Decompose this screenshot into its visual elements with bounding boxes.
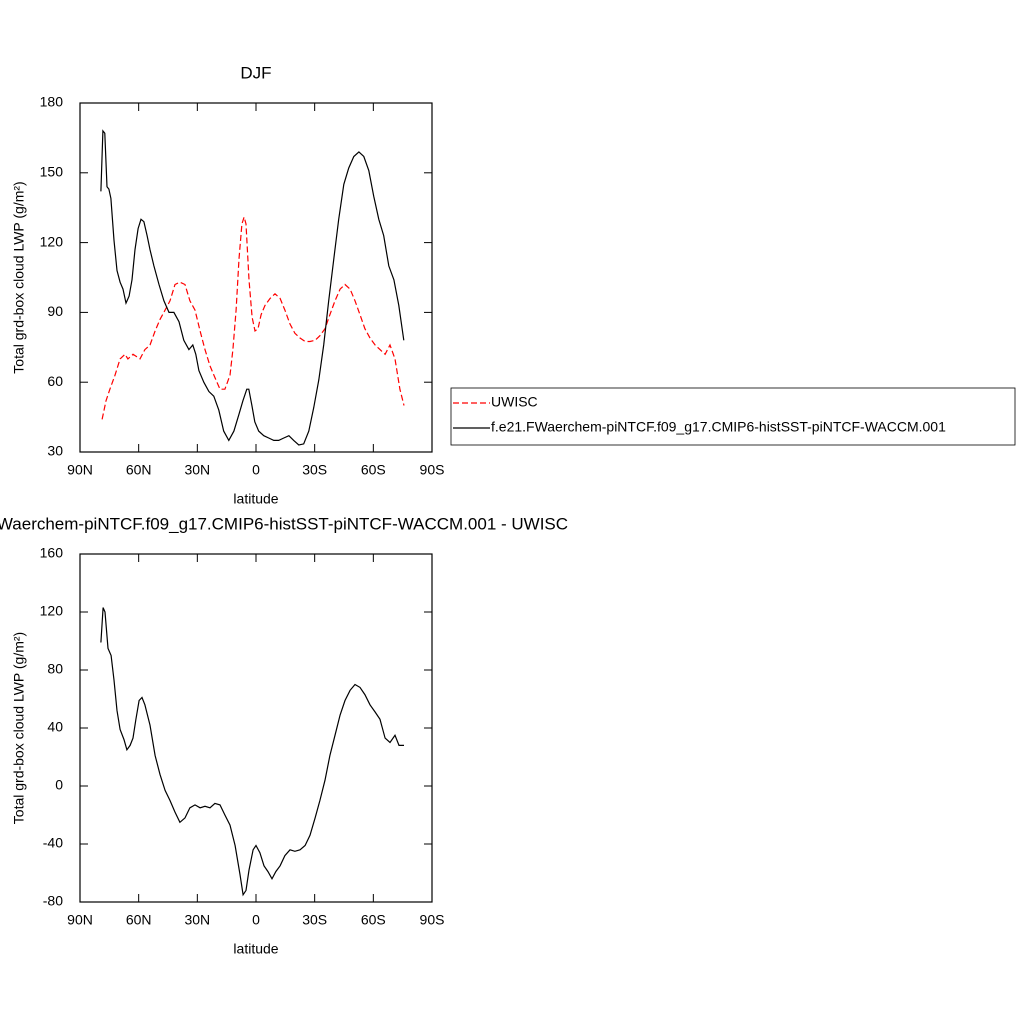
x-tick-label: 60S: [361, 462, 386, 478]
x-tick-label: 60N: [126, 912, 152, 928]
y-tick-label: -40: [43, 835, 63, 851]
y-tick-label: 60: [47, 373, 63, 389]
y-tick-label: 80: [47, 661, 63, 677]
x-tick-label: 60S: [361, 912, 386, 928]
x-tick-label: 0: [252, 462, 260, 478]
y-tick-label: -80: [43, 893, 63, 909]
chart-title: DJF: [240, 63, 271, 82]
data-line: [101, 214, 405, 420]
data-line: [100, 129, 405, 446]
y-tick-label: 120: [40, 233, 64, 249]
legend-box: [450, 387, 1016, 446]
legend-label: f.e21.FWaerchem-piNTCF.f09_g17.CMIP6-his…: [491, 419, 946, 435]
x-tick-label: 30S: [302, 462, 327, 478]
y-tick-label: 40: [47, 719, 63, 735]
chart-title: f.e21.FWaerchem-piNTCF.f09_g17.CMIP6-his…: [0, 514, 568, 533]
x-tick-label: 30N: [184, 912, 210, 928]
x-tick-label: 0: [252, 912, 260, 928]
y-tick-label: 0: [55, 777, 63, 793]
y-tick-label: 120: [40, 603, 64, 619]
data-line: [100, 607, 404, 897]
x-tick-label: 60N: [126, 462, 152, 478]
y-axis-label: Total grd-box cloud LWP (g/m²): [11, 181, 27, 373]
y-axis-label: Total grd-box cloud LWP (g/m²): [11, 632, 27, 824]
x-tick-label: 90N: [67, 912, 93, 928]
x-tick-label: 90N: [67, 462, 93, 478]
y-tick-label: 30: [47, 443, 63, 459]
x-tick-label: 90S: [420, 462, 445, 478]
y-tick-label: 90: [47, 303, 63, 319]
x-tick-label: 30N: [184, 462, 210, 478]
legend-label: UWISC: [491, 394, 538, 410]
y-tick-label: 180: [40, 94, 64, 110]
y-tick-label: 150: [40, 164, 64, 180]
x-axis-label: latitude: [233, 941, 278, 957]
x-tick-label: 30S: [302, 912, 327, 928]
y-tick-label: 160: [40, 545, 64, 561]
x-tick-label: 90S: [420, 912, 445, 928]
x-axis-label: latitude: [233, 491, 278, 507]
